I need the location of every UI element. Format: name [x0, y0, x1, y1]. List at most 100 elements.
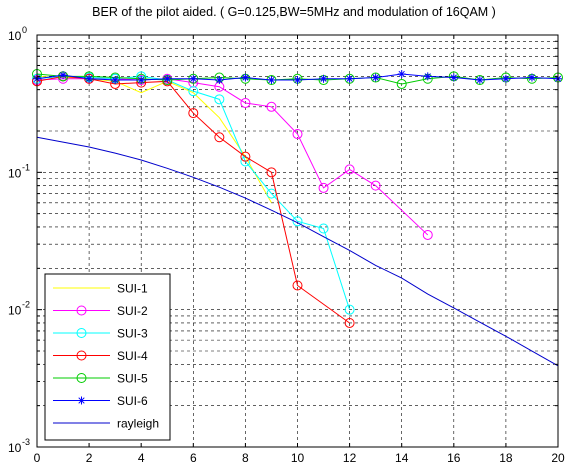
legend-label: SUI-2 [117, 304, 148, 318]
marker-stroke [346, 75, 353, 82]
series-layer [32, 69, 563, 367]
data-point-marker [188, 86, 199, 97]
data-point-marker [189, 74, 198, 83]
data-point-marker [214, 94, 225, 105]
y-tick-exponent: -2 [22, 300, 30, 310]
marker-stroke [190, 75, 197, 82]
marker-stroke [476, 76, 484, 84]
marker-stroke [398, 70, 405, 78]
data-point-marker [344, 304, 355, 315]
legend-item: SUI-4 [53, 349, 148, 363]
series-line [36, 136, 559, 367]
y-tick-base: 10 [8, 166, 22, 180]
data-point-marker [240, 97, 251, 108]
marker-stroke [294, 76, 301, 84]
legend-label: rayleigh [117, 417, 159, 431]
x-tick-label: 14 [395, 451, 409, 465]
data-point-marker [371, 73, 380, 82]
legend: SUI-1 SUI-2 SUI-3 SUI-4 SUI-5 SUI-6 rayleigh [44, 273, 171, 441]
legend-label: SUI-1 [117, 282, 148, 296]
x-tick-label: 4 [138, 451, 145, 465]
marker-stroke [528, 74, 536, 81]
data-point-marker [215, 76, 224, 85]
data-point-marker [76, 328, 87, 338]
legend-item: SUI-5 [53, 372, 148, 386]
data-point-marker [292, 216, 303, 227]
series-rayleigh [36, 136, 559, 367]
legend-item: rayleigh [53, 417, 159, 431]
y-tick-base: 10 [8, 29, 22, 43]
x-tick-label: 20 [551, 451, 565, 465]
x-tick-label: 10 [291, 451, 305, 465]
legend-item: SUI-1 [53, 282, 148, 296]
data-point-marker [266, 167, 277, 178]
y-tick-exponent: -3 [22, 437, 30, 447]
data-point-marker [292, 129, 303, 140]
data-point-marker [163, 74, 172, 83]
data-point-marker [449, 73, 458, 82]
data-point-marker [77, 396, 86, 405]
y-tick-label: 10 -3 [8, 437, 30, 455]
data-point-marker [267, 76, 276, 85]
data-point-marker [397, 70, 406, 79]
data-point-marker [423, 72, 432, 81]
marker-stroke [450, 74, 457, 81]
marker-stroke [372, 74, 379, 81]
data-point-marker [59, 71, 68, 80]
data-point-marker [318, 223, 329, 234]
marker-stroke [320, 75, 327, 82]
y-tick-label: 10 0 [8, 25, 27, 43]
marker-stroke [242, 74, 249, 81]
y-tick-exponent: 0 [22, 25, 27, 35]
data-point-marker [319, 74, 328, 83]
data-point-marker [188, 108, 199, 119]
y-tick-label: 10 -2 [8, 300, 30, 318]
x-tick-label: 16 [447, 451, 461, 465]
data-point-marker [527, 73, 536, 82]
legend-item: SUI-3 [53, 327, 148, 341]
data-point-marker [266, 101, 277, 112]
legend-label: SUI-4 [117, 349, 148, 363]
data-point-marker [214, 132, 225, 143]
data-point-marker [293, 76, 302, 85]
data-point-marker [292, 280, 303, 291]
marker-stroke [59, 72, 67, 79]
data-point-marker [370, 180, 381, 191]
series-sui-2 [32, 73, 433, 240]
x-tick-label: 0 [34, 451, 41, 465]
data-point-marker [396, 78, 407, 89]
data-point-marker [76, 373, 87, 383]
data-point-marker [344, 317, 355, 328]
legend-item: SUI-6 [53, 394, 148, 408]
data-point-marker [85, 74, 94, 83]
marker-stroke [78, 397, 85, 404]
series-sui-6 [33, 70, 562, 85]
series-line [36, 78, 429, 236]
data-point-marker [76, 305, 87, 316]
y-tick-exponent: -1 [22, 162, 30, 172]
legend-label: SUI-5 [117, 372, 148, 386]
marker-stroke [424, 73, 431, 80]
data-point-marker [240, 151, 251, 162]
legend-label: SUI-3 [117, 327, 148, 341]
data-point-marker [475, 76, 484, 85]
data-point-marker [344, 164, 355, 175]
x-tick-label: 8 [242, 451, 249, 465]
marker-stroke [85, 75, 93, 82]
y-tick-base: 10 [8, 304, 22, 318]
y-tick-label: 10 -1 [8, 162, 30, 180]
chart-title: BER of the pilot aided. ( G=0.125,BW=5MH… [92, 5, 496, 19]
x-tick-label: 2 [86, 451, 93, 465]
x-tick-label: 6 [190, 451, 197, 465]
legend-box [44, 273, 171, 441]
data-point-marker [111, 76, 120, 85]
data-point-marker [422, 229, 433, 240]
data-point-marker [318, 182, 329, 193]
data-point-marker [501, 74, 510, 83]
data-point-marker [137, 76, 146, 85]
data-point-marker [76, 350, 87, 361]
marker-stroke [216, 76, 223, 84]
